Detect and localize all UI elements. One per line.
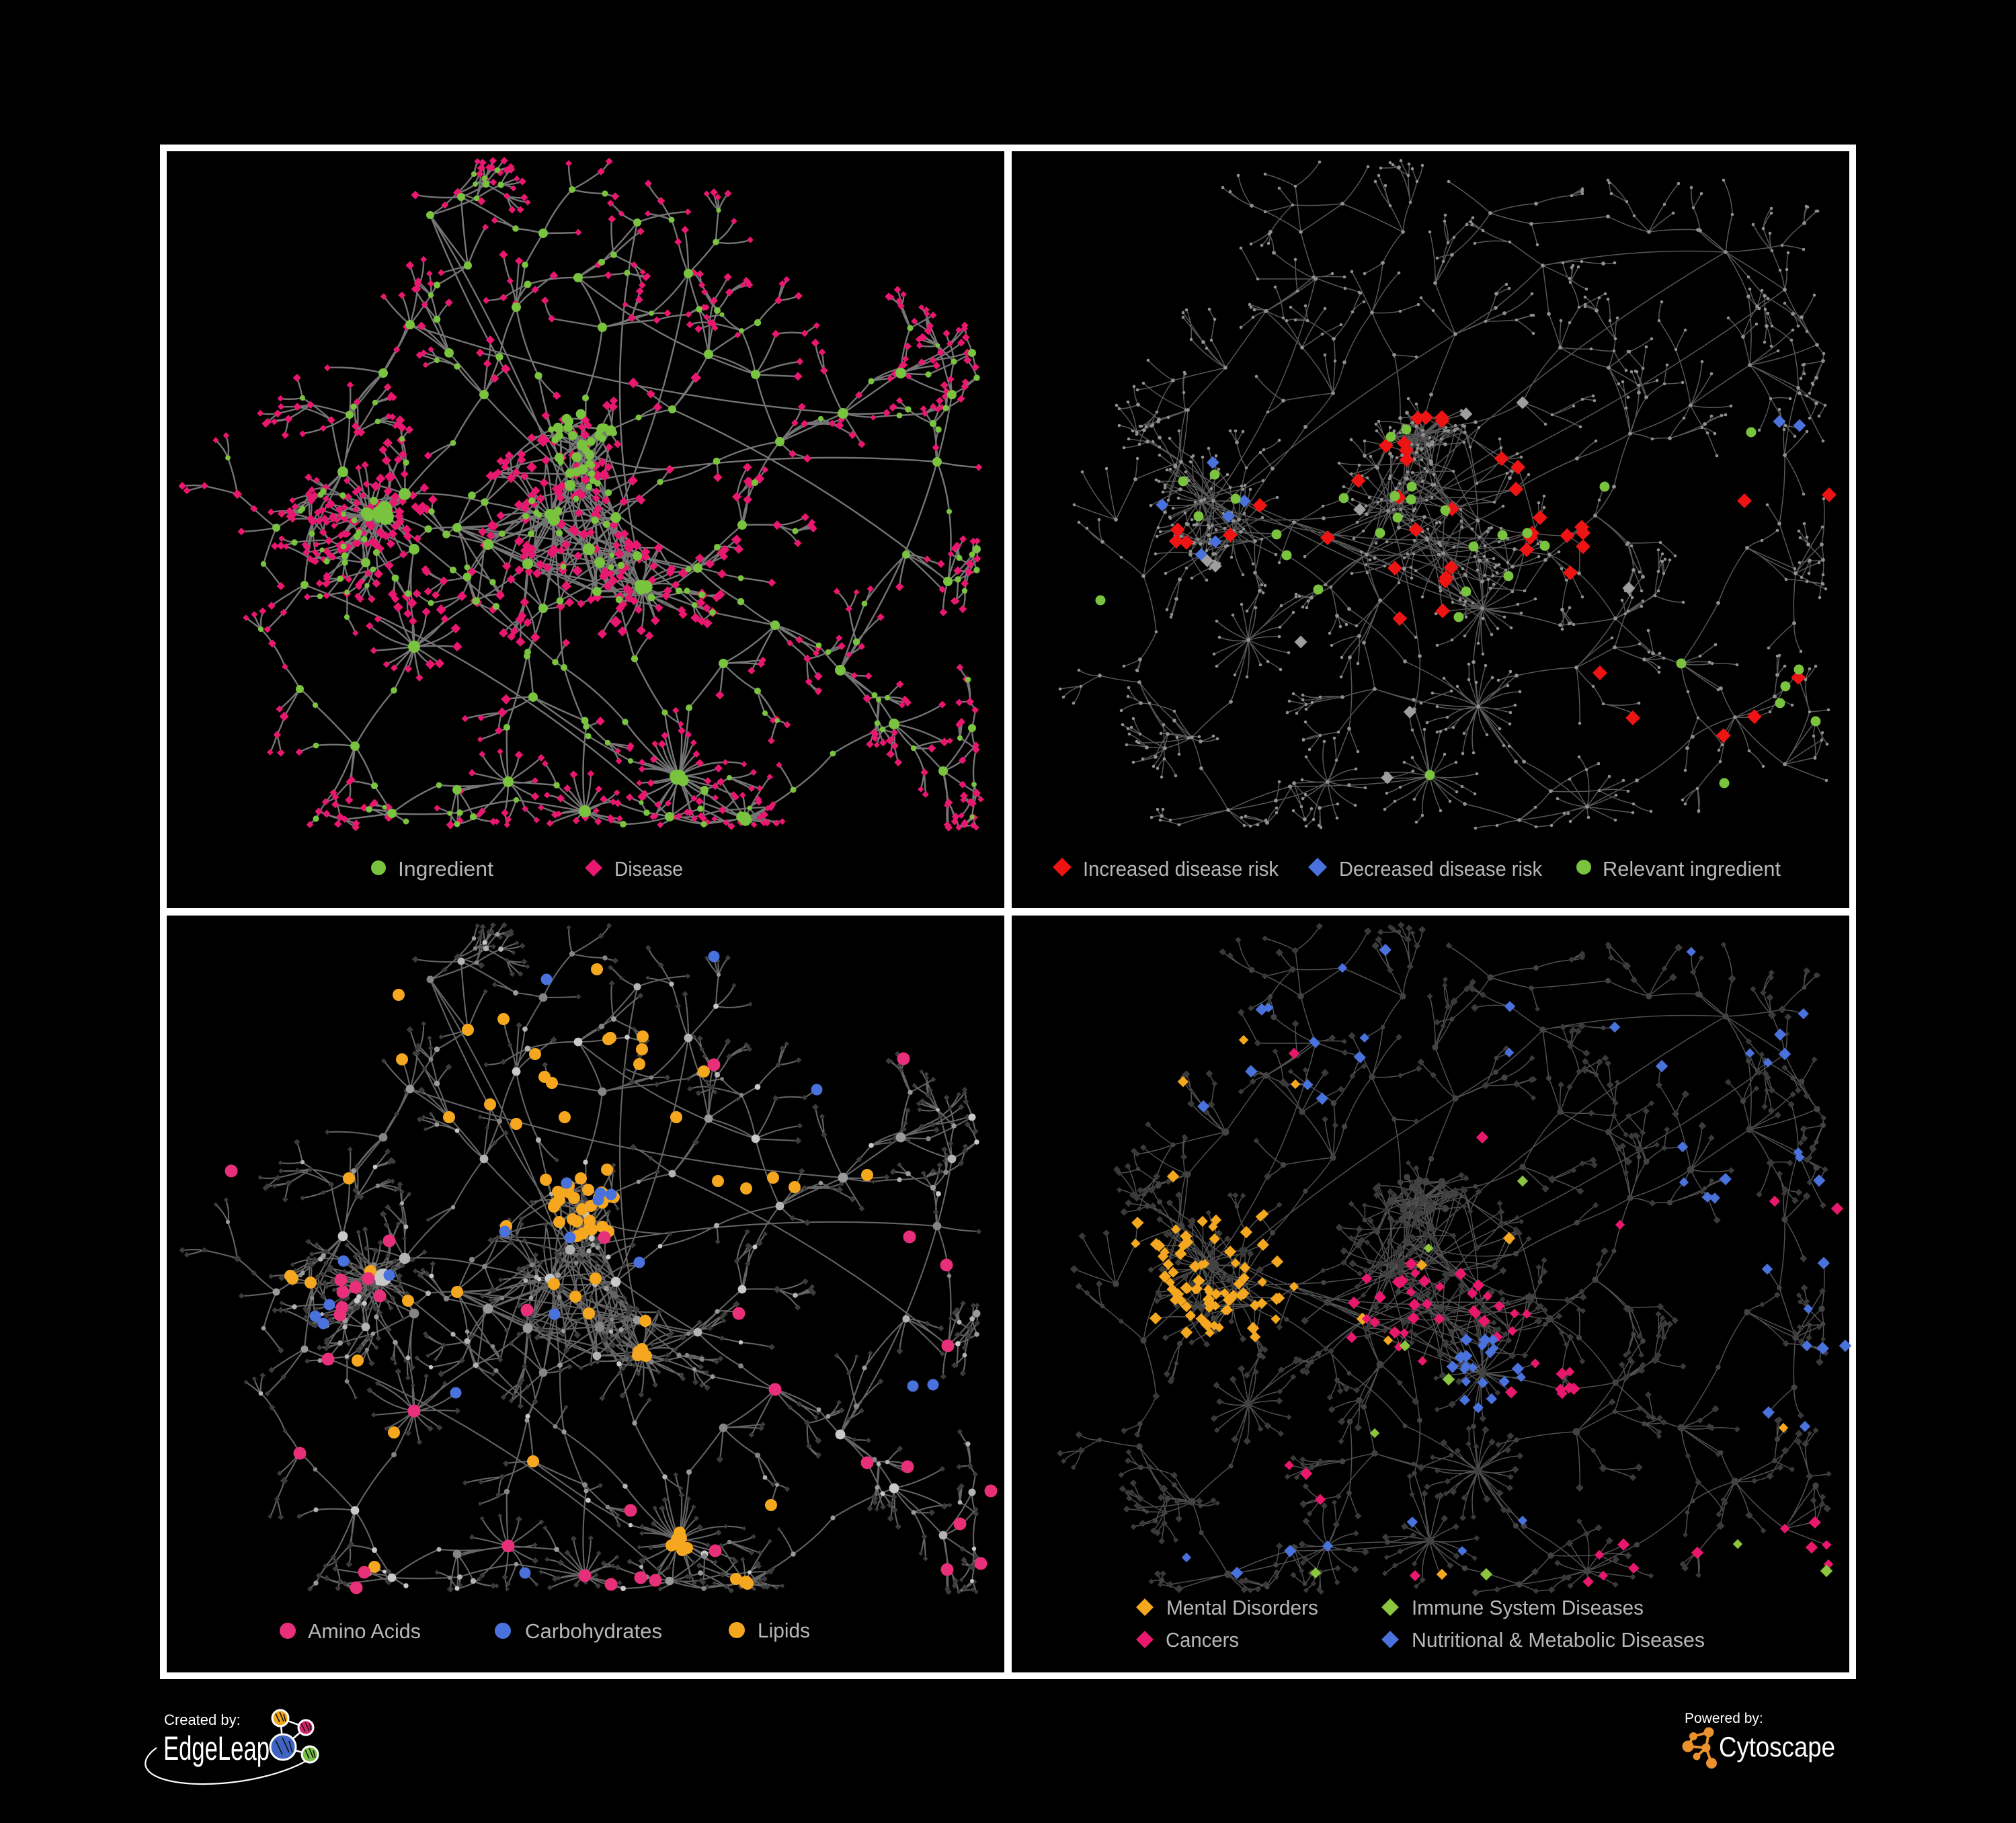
svg-text:Carbohydrates: Carbohydrates xyxy=(525,1619,662,1643)
svg-text:Ingredient: Ingredient xyxy=(398,857,493,881)
svg-text:Powered by:: Powered by: xyxy=(1685,1711,1763,1726)
svg-text:Cancers: Cancers xyxy=(1166,1628,1239,1652)
svg-text:Amino Acids: Amino Acids xyxy=(308,1619,421,1643)
svg-text:EdgeLeap: EdgeLeap xyxy=(163,1730,270,1767)
svg-text:Nutritional & Metabolic Diseas: Nutritional & Metabolic Diseases xyxy=(1412,1628,1705,1652)
svg-text:Lipids: Lipids xyxy=(758,1619,810,1642)
svg-text:Mental Disorders: Mental Disorders xyxy=(1166,1596,1318,1619)
svg-text:Increased disease risk: Increased disease risk xyxy=(1083,857,1279,881)
svg-text:Relevant ingredient: Relevant ingredient xyxy=(1603,857,1781,881)
svg-text:Disease: Disease xyxy=(614,857,683,881)
svg-text:Created by:: Created by: xyxy=(164,1711,241,1728)
svg-text:Decreased disease risk: Decreased disease risk xyxy=(1339,857,1542,881)
svg-text:Immune System Diseases: Immune System Diseases xyxy=(1412,1596,1644,1619)
svg-text:Cytoscape: Cytoscape xyxy=(1719,1731,1835,1763)
